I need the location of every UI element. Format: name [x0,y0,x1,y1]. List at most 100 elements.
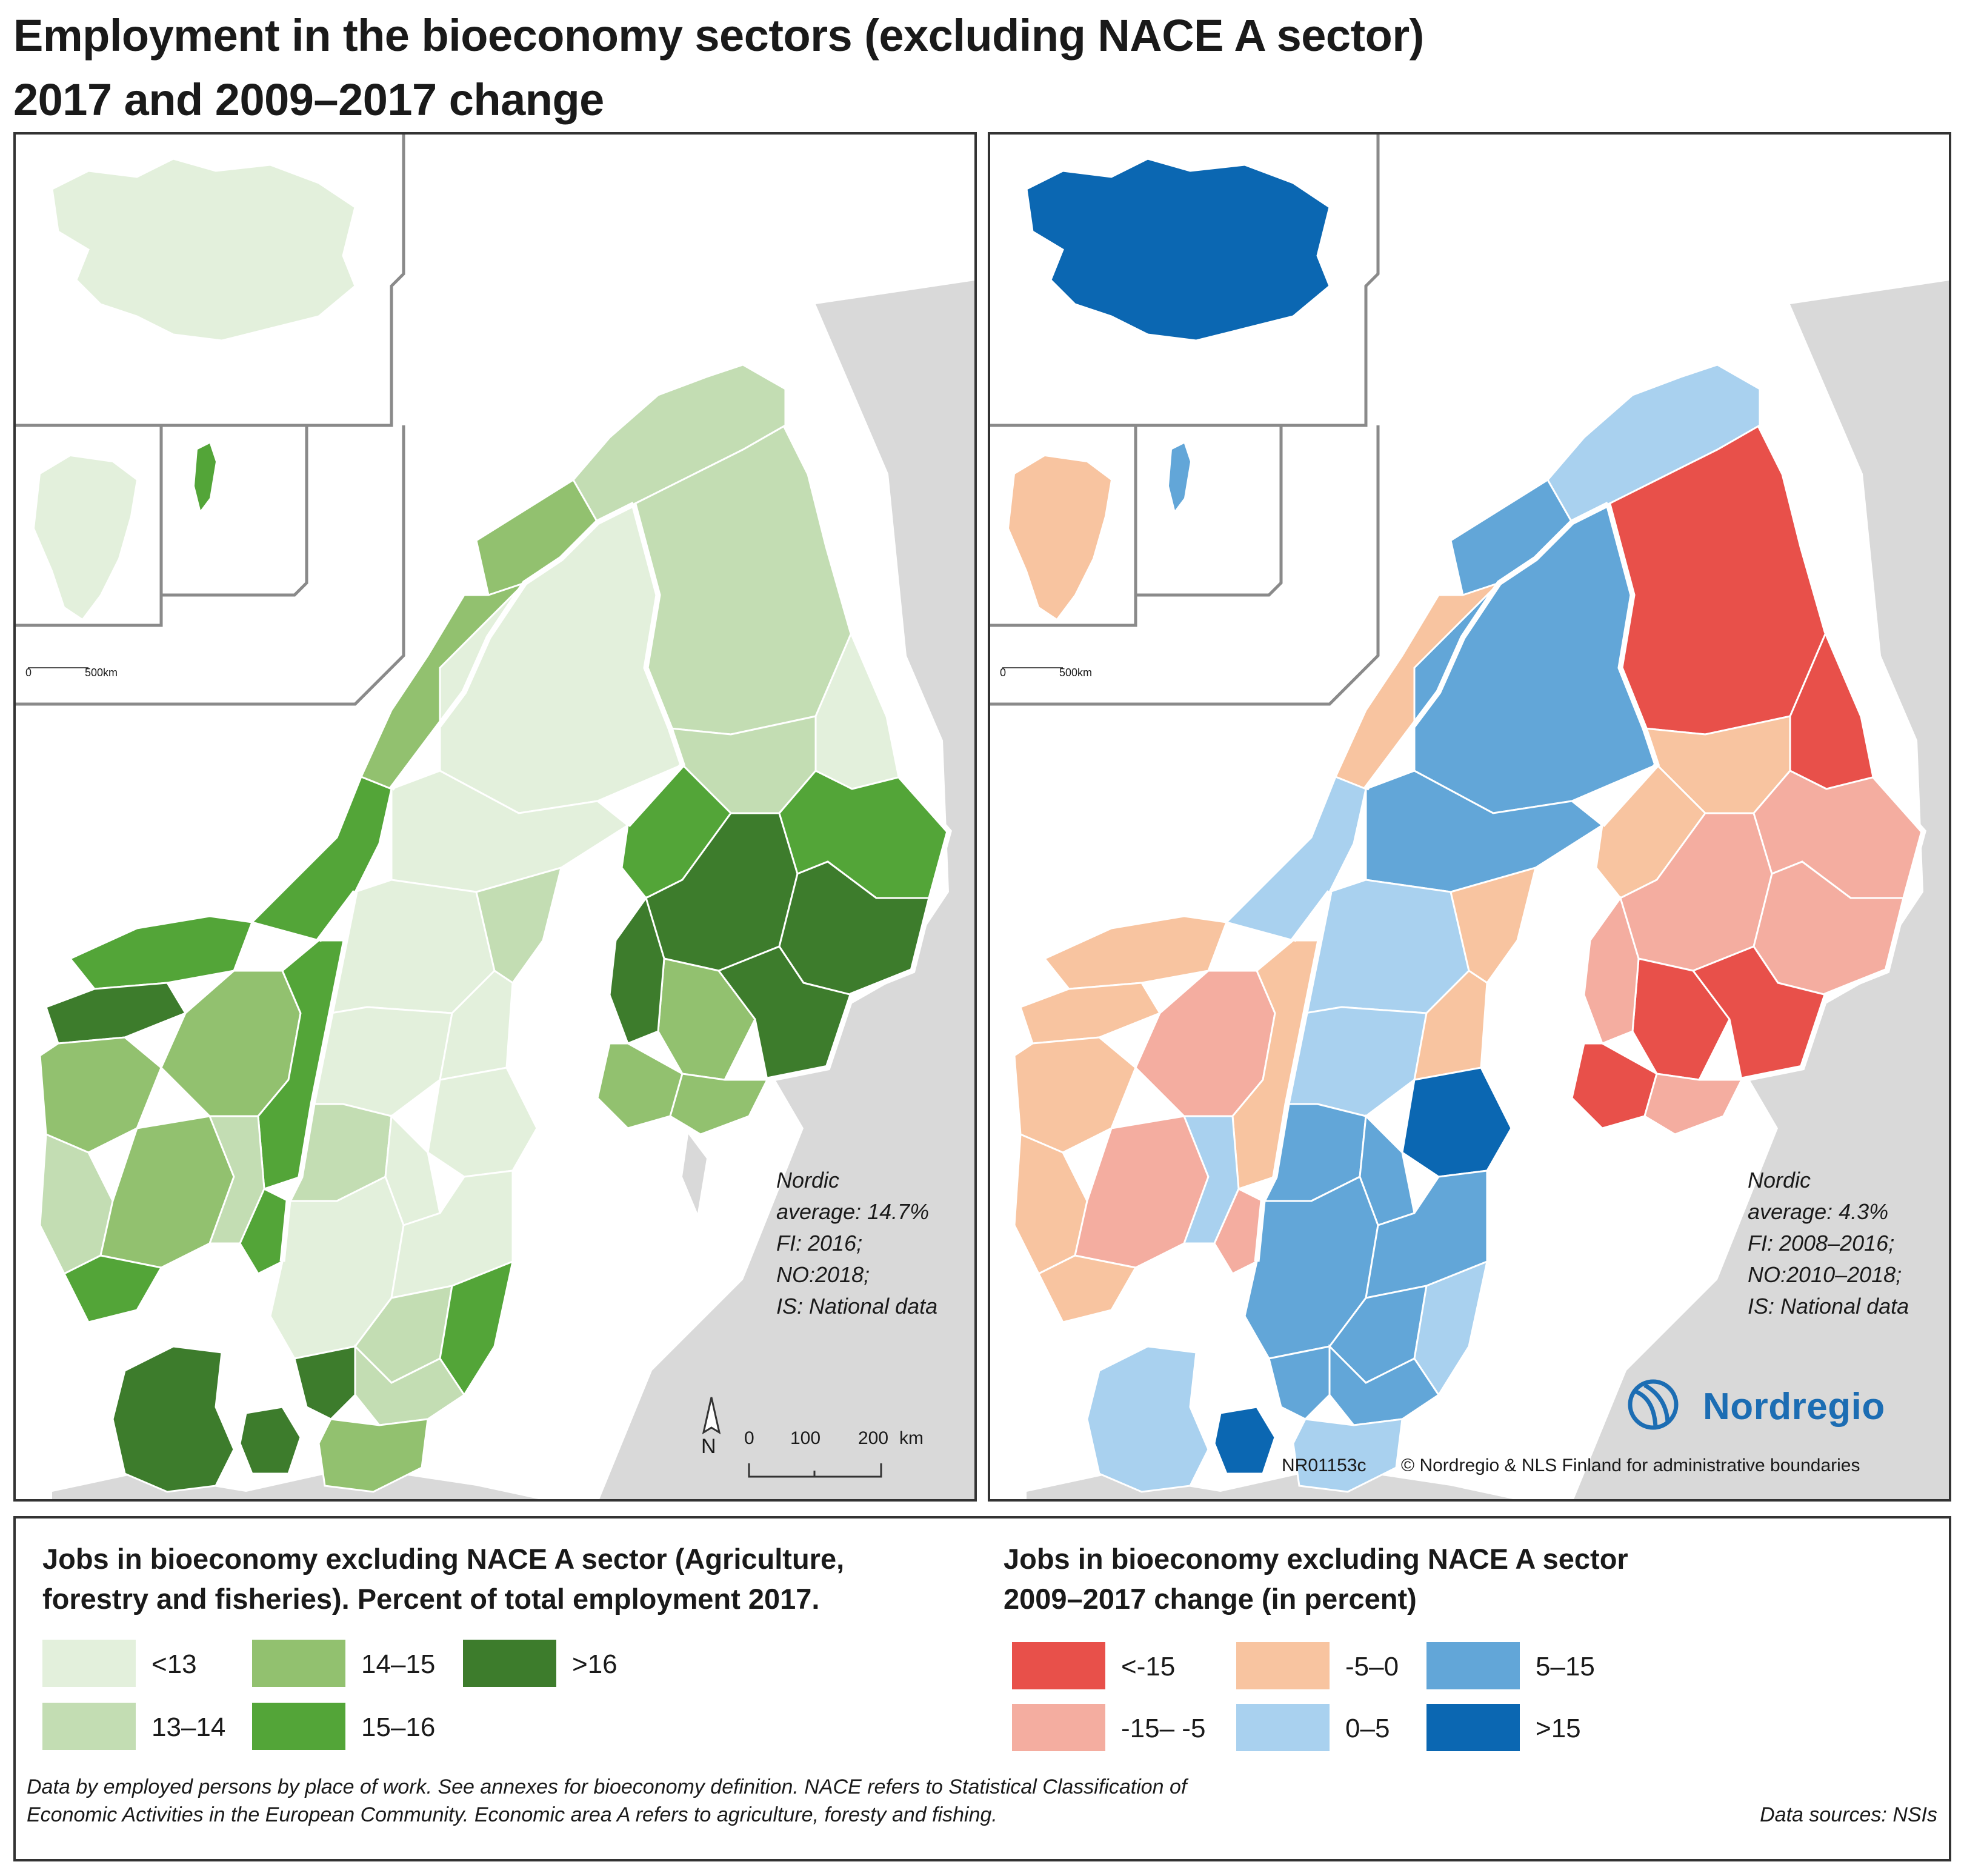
inset-separator [16,425,405,706]
legend-label: 15–16 [361,1712,436,1742]
legend-swatch-15-16 [252,1703,345,1750]
sweden-gavleborg [1413,970,1488,1081]
left-scalebar: 0 100 200 km [743,1428,961,1489]
right-map-canvas [990,135,1949,1499]
right-note-line: NO:2010–2018; [1748,1262,1902,1287]
norway-agder [1037,1254,1137,1323]
legend-right-title: Jobs in bioeconomy excluding NACE A sect… [1004,1539,1628,1619]
finland-uusimaa [1643,1073,1743,1136]
inset-faroe [161,424,308,597]
legend-label: -15– -5 [1121,1714,1206,1743]
legend-label: 5–15 [1536,1652,1595,1681]
finland-regions [596,424,950,1136]
north-label: N [701,1435,716,1458]
norway-agder [62,1254,163,1323]
denmark-regions [112,1345,302,1493]
legend-label: >16 [572,1649,617,1679]
left-map-note: Nordic average: 14.7% FI: 2016; NO:2018;… [776,1165,937,1322]
finland-satakunta [608,896,665,1045]
norway-telemark [99,1115,235,1269]
nordregio-logo-text: Nordregio [1703,1386,1885,1428]
legend-left-title-line-1: Jobs in bioeconomy excluding NACE A sect… [42,1543,845,1575]
left-inset-scale-zero: 0 [25,667,32,679]
national-borders [279,424,952,1262]
denmark-zealand [1213,1406,1276,1475]
inset-greenland [990,424,1137,668]
map-title-line-1: Employment in the bioeconomy sectors (ex… [13,10,1424,61]
legend-swatch-minus15-minus5 [1012,1704,1105,1751]
sweden-skane [1292,1418,1403,1493]
greenland-shape [33,454,138,620]
footnote-line-1: Data by employed persons by place of wor… [27,1775,1187,1798]
legend-right-title-line-1: Jobs in bioeconomy excluding NACE A sect… [1004,1543,1628,1575]
inset-faroe [1136,424,1283,597]
faroe-shape [1169,444,1190,510]
legend-swatch-0-5 [1236,1704,1330,1751]
scalebar-tick-label: 200 [858,1428,889,1448]
outside-land-east [1574,281,1949,1499]
finland-satakunta [1583,896,1640,1045]
sweden-halland [293,1345,356,1420]
data-source: Data sources: NSIs [1760,1803,1937,1826]
left-note-line: average: 14.7% [776,1199,930,1224]
inset-greenland-frame [16,424,163,627]
faroe-shape [195,444,216,510]
legend-label: >15 [1536,1714,1581,1743]
sweden-kalmar [1413,1260,1489,1397]
sweden-uppsala [1401,1066,1513,1178]
left-note-line: Nordic [776,1168,840,1192]
legend-right-title-line-2: 2009–2017 change (in percent) [1004,1583,1417,1615]
legend-label: 13–14 [151,1712,226,1742]
denmark-jutland [1086,1345,1210,1493]
map-id: NR01153c [1282,1455,1366,1475]
nordregio-logo: Nordregio [1618,1374,1933,1435]
legend-left-title: Jobs in bioeconomy excluding NACE A sect… [42,1539,844,1619]
inset-greenland [16,424,163,668]
legend-swatch-13-14 [42,1703,136,1750]
left-note-line: NO:2018; [776,1262,870,1287]
inset-faroe-frame [161,424,308,597]
denmark-regions [1086,1345,1276,1493]
legend-label: -5–0 [1345,1652,1399,1681]
map-credit: © Nordregio & NLS Finland for administra… [1401,1455,1860,1475]
right-note-line: IS: National data [1748,1294,1909,1319]
norway-sogn [45,982,187,1045]
norway-telemark [1074,1115,1210,1269]
legend-swatch-gt16 [463,1640,556,1687]
left-inset-scale-label: 500km [85,667,118,679]
right-inset-scale-label: 500km [1059,667,1093,679]
sweden-gavleborg [439,970,514,1081]
legend-swatch-lt-minus15 [1012,1642,1105,1689]
sweden-skane [318,1418,429,1493]
inset-separator [990,425,1380,706]
right-note-line: Nordic [1748,1168,1811,1192]
left-map-panel: Nordic average: 14.7% FI: 2016; NO:2018;… [13,132,977,1502]
greenland-shape [1007,454,1113,620]
legend-label: 0–5 [1345,1714,1390,1743]
sweden-regions [269,502,684,1493]
scalebar-unit: km [899,1428,924,1448]
left-note-line: FI: 2016; [776,1231,863,1256]
left-map-canvas [16,135,974,1499]
legend-label: <-15 [1121,1652,1176,1681]
iceland-shape [51,158,356,342]
legend-swatch-gt15 [1426,1704,1520,1751]
scalebar-line [748,1463,882,1478]
inset-faroe-frame [1136,424,1283,597]
right-note-line: FI: 2008–2016; [1748,1231,1895,1256]
norway-sogn [1019,982,1162,1045]
national-borders [1254,424,1926,1262]
sweden-regions [1243,502,1658,1493]
sweden-vasternorrland [475,866,563,985]
inset-iceland [16,135,405,427]
baltic-island-gotland-land [682,1134,707,1213]
outside-land-east [599,281,974,1499]
left-note-line: IS: National data [776,1294,938,1319]
sweden-kalmar [439,1260,514,1397]
sweden-dalarna [1286,1006,1428,1117]
scalebar-tick-label: 100 [790,1428,821,1448]
sweden-vasternorrland [1450,866,1537,985]
legend-swatch-minus5-0 [1236,1642,1330,1689]
map-title-line-2: 2017 and 2009–2017 change [13,75,604,125]
north-arrow: N [696,1395,727,1462]
